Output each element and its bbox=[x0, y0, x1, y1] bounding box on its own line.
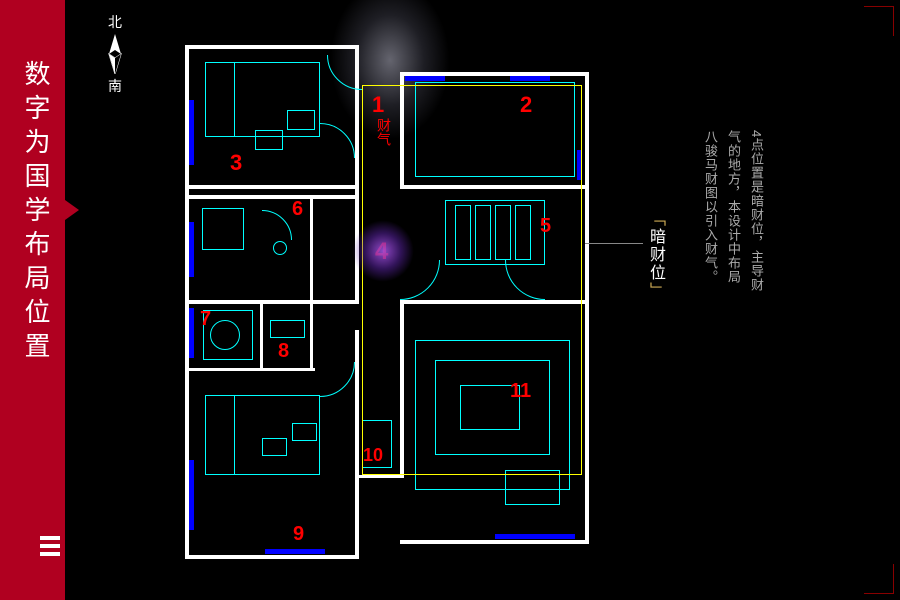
annot-title-text: 暗财位 bbox=[647, 228, 664, 282]
furniture bbox=[262, 438, 287, 456]
window-line bbox=[405, 76, 445, 81]
wall-h bbox=[185, 45, 359, 49]
compass-south: 南 bbox=[105, 76, 125, 96]
window-line bbox=[189, 460, 194, 530]
furniture bbox=[205, 62, 235, 137]
wall-v bbox=[585, 72, 589, 542]
compass: 北 南 bbox=[105, 12, 125, 96]
sidebar: 数字为国学布局位置 bbox=[0, 0, 65, 600]
wall-h bbox=[185, 195, 359, 199]
position-number-1: 1 bbox=[372, 92, 384, 118]
furniture bbox=[270, 320, 305, 338]
wall-h bbox=[185, 368, 315, 371]
position-number-9: 9 bbox=[293, 523, 304, 546]
compass-north: 北 bbox=[105, 12, 125, 32]
position-number-7: 7 bbox=[200, 308, 211, 331]
compass-icon bbox=[105, 34, 125, 74]
annot-line2: 气的地方，本设计中布局 bbox=[722, 130, 744, 284]
position-number-10: 10 bbox=[363, 445, 383, 466]
wall-h bbox=[185, 185, 359, 189]
corner-tr bbox=[864, 6, 894, 36]
wall-h bbox=[355, 475, 404, 478]
wall-v bbox=[310, 300, 313, 370]
wall-v bbox=[260, 300, 263, 370]
window-line bbox=[189, 308, 194, 358]
position-number-5: 5 bbox=[540, 215, 551, 238]
annot-line3: 八骏马财图以引入财气。 bbox=[699, 130, 721, 284]
wall-v bbox=[355, 330, 359, 558]
sidebar-arrow-icon bbox=[65, 200, 79, 220]
window-line bbox=[495, 534, 575, 539]
annot-leader-line bbox=[585, 243, 643, 244]
wall-v bbox=[310, 195, 313, 300]
window-line bbox=[265, 549, 325, 554]
fixture-circle bbox=[210, 320, 240, 350]
fixture-circle bbox=[273, 241, 287, 255]
wealth-glow bbox=[352, 220, 414, 282]
wall-h bbox=[185, 555, 359, 559]
furniture bbox=[255, 130, 283, 150]
furniture bbox=[205, 395, 235, 475]
window-line bbox=[189, 100, 194, 165]
position-number-11: 11 bbox=[510, 380, 531, 403]
wealth-zone bbox=[362, 85, 582, 475]
window-line bbox=[189, 222, 194, 277]
annot-line1: 4点位置是暗财位，主导财 bbox=[745, 130, 767, 292]
position-number-3: 3 bbox=[230, 150, 242, 176]
annot-title: 「暗财位」 bbox=[643, 210, 667, 300]
position-number-8: 8 bbox=[278, 340, 289, 363]
position-number-2: 2 bbox=[520, 92, 532, 118]
corner-br bbox=[864, 564, 894, 594]
wall-h bbox=[400, 540, 589, 544]
position-number-6: 6 bbox=[292, 198, 303, 221]
furniture bbox=[202, 208, 244, 250]
sidebar-bars-icon bbox=[40, 532, 60, 560]
wall-h bbox=[185, 300, 359, 304]
caiqi-label: 财气 bbox=[374, 118, 394, 146]
furniture bbox=[292, 423, 317, 441]
sidebar-title: 数字为国学布局位置 bbox=[18, 60, 55, 366]
furniture bbox=[505, 470, 560, 505]
furniture bbox=[287, 110, 315, 130]
window-line bbox=[510, 76, 550, 81]
